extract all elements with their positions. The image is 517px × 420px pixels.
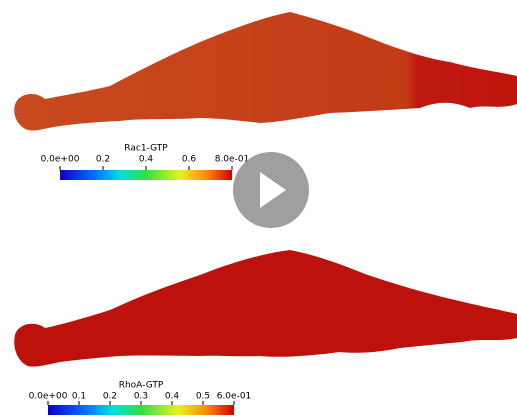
- colorbar-tick-label: 0.0e+00: [29, 392, 68, 402]
- colorbar-title: RhoA-GTP: [119, 381, 164, 391]
- colorbar-gradient: [48, 405, 234, 415]
- colorbar-tick-label: 0.2: [96, 155, 110, 165]
- colorbar-tick-label: 0.4: [165, 392, 180, 402]
- colorbar-tick-label: 6.0e-01: [217, 392, 252, 402]
- colorbar-tick-label: 0.4: [139, 155, 154, 165]
- colorbar-gradient: [60, 170, 232, 180]
- colorbar-tick-label: 0.0e+00: [41, 155, 80, 165]
- cell-shape-rhoa: [14, 250, 517, 367]
- colorbar-tick-label: 0.6: [182, 155, 197, 165]
- colorbar: Rac1-GTP 0.0e+00 0.2 0.4 0.6 8.0e-01: [41, 144, 250, 181]
- colorbar: RhoA-GTP 0.0e+00 0.1 0.2 0.3 0.4 0.5 6.0e-01: [29, 381, 252, 416]
- colorbar-tick-label: 0.1: [72, 392, 86, 402]
- colorbar-tick-label: 0.3: [134, 392, 148, 402]
- visualization: Rac1-GTP 0.0e+00 0.2 0.4 0.6 8.0e-01 RhoA-GTP…: [0, 0, 517, 420]
- cell-shape-rac1: [14, 12, 517, 131]
- colorbar-tick-label: 8.0e-01: [215, 155, 250, 165]
- colorbar-tick-label: 0.2: [103, 392, 117, 402]
- play-button[interactable]: [233, 152, 309, 228]
- colorbar-tick-label: 0.5: [196, 392, 210, 402]
- colorbar-title: Rac1-GTP: [124, 144, 168, 154]
